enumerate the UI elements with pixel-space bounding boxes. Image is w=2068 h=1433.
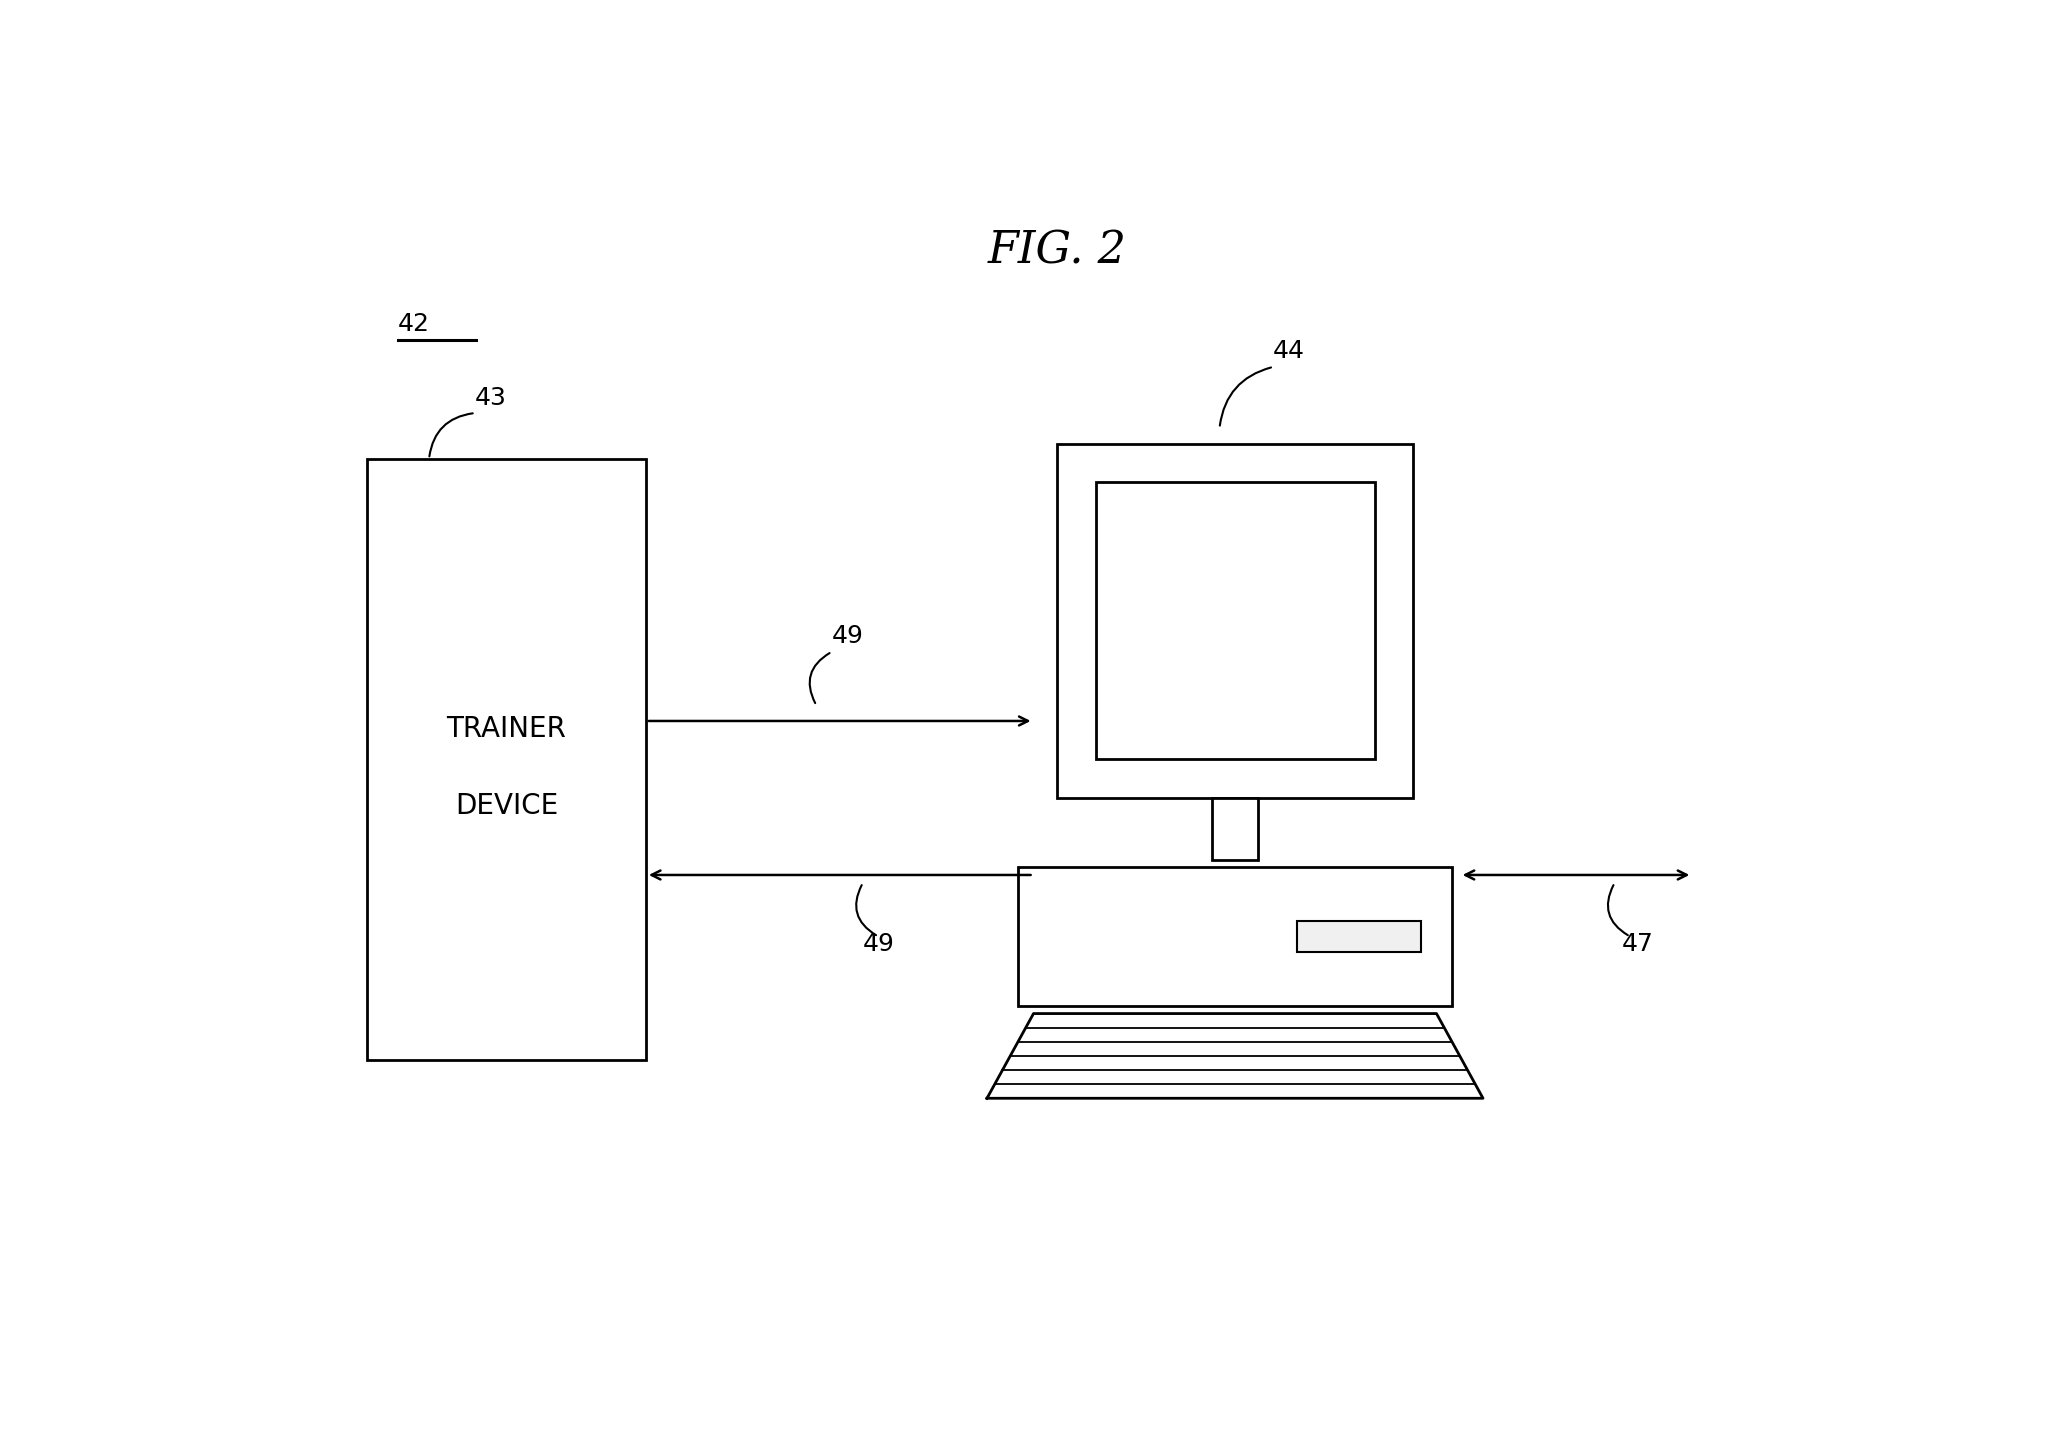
Text: 47: 47	[1621, 933, 1654, 956]
Text: DEVICE: DEVICE	[455, 791, 558, 820]
Text: FIG. 2: FIG. 2	[986, 229, 1127, 272]
Bar	[366, 459, 645, 1060]
Text: 49: 49	[831, 625, 864, 648]
Text: 43: 43	[476, 385, 507, 410]
Bar	[1096, 483, 1375, 759]
Polygon shape	[986, 1013, 1483, 1098]
Text: 44: 44	[1274, 340, 1305, 364]
Bar	[1297, 921, 1421, 952]
Bar	[1057, 444, 1412, 798]
Bar	[1017, 867, 1452, 1006]
Text: 49: 49	[862, 933, 895, 956]
Text: TRAINER: TRAINER	[447, 715, 567, 742]
Text: 42: 42	[397, 312, 430, 335]
Bar	[1212, 798, 1257, 860]
